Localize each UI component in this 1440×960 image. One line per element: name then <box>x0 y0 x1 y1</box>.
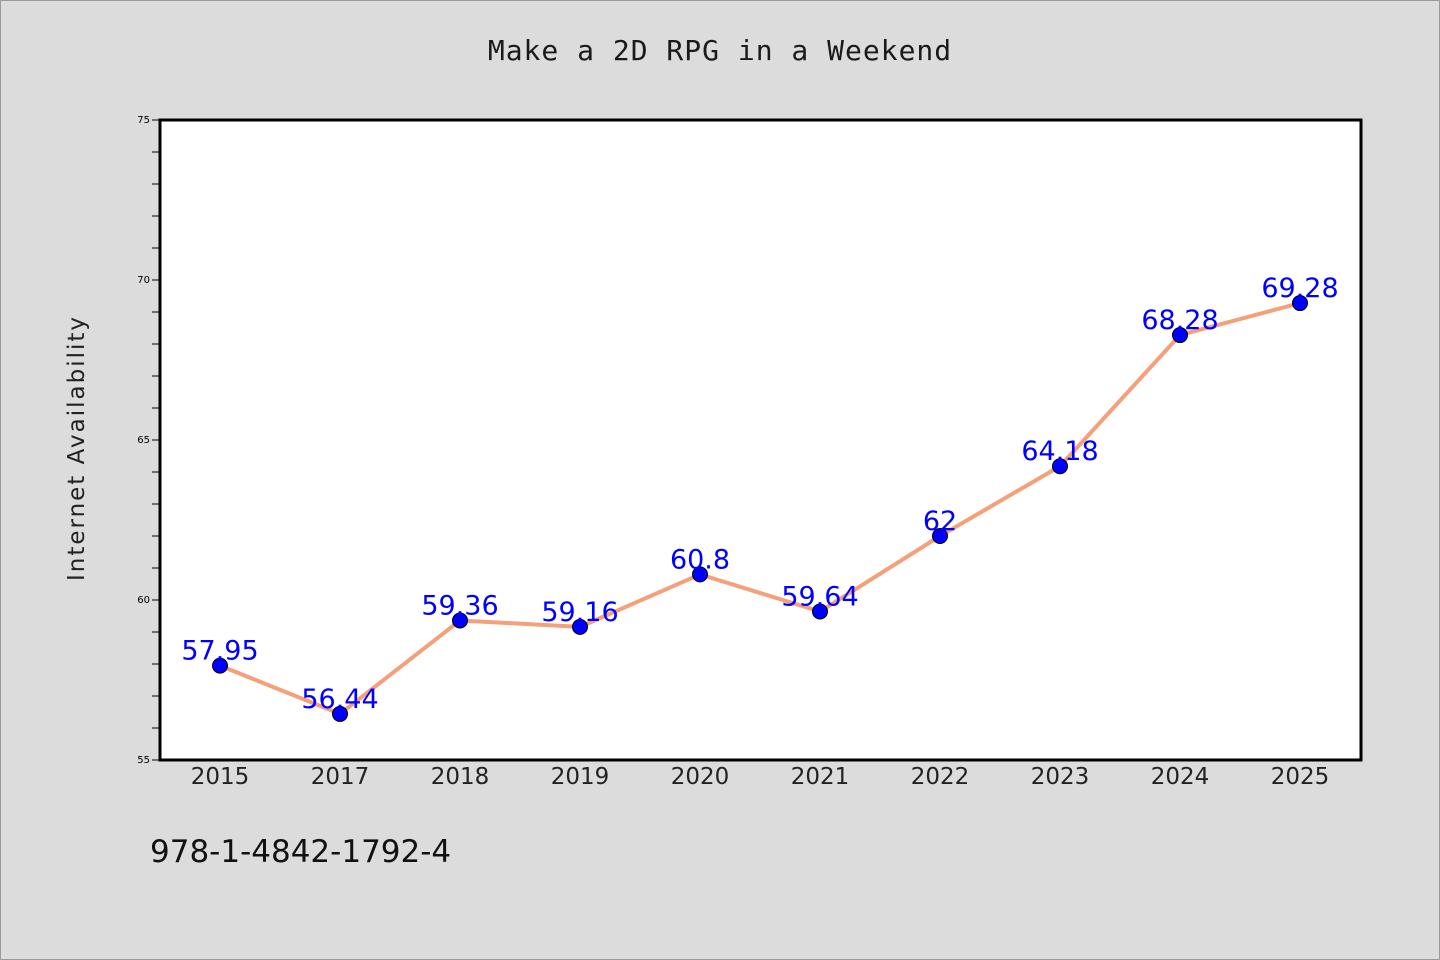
data-markers <box>212 295 1308 722</box>
y-tick-label: 65 <box>137 435 150 446</box>
data-label: 62 <box>923 506 957 537</box>
data-label: 59.64 <box>781 582 858 613</box>
data-label: 59.16 <box>541 597 618 628</box>
x-tick-label: 2023 <box>1031 764 1090 790</box>
data-label: 60.8 <box>670 544 730 575</box>
y-tick-label: 75 <box>137 115 150 126</box>
x-tick-labels: 2015 2017 2018 2019 2020 2021 2022 2023 2024 2025 <box>191 764 1330 790</box>
x-tick-label: 2020 <box>671 764 730 790</box>
chart-title: Make a 2D RPG in a Weekend <box>487 34 953 67</box>
plot-area <box>158 118 1363 762</box>
data-point <box>1292 295 1308 312</box>
isbn-text: 978-1-4842-1792-4 <box>150 834 452 870</box>
x-tick-label: 2017 <box>311 764 370 790</box>
x-tick-label: 2025 <box>1271 764 1330 790</box>
series-line <box>218 301 1302 716</box>
y-minor-ticks <box>152 119 160 761</box>
data-label: 57.95 <box>181 636 258 667</box>
data-label: 64.18 <box>1021 436 1098 467</box>
data-point <box>212 657 228 674</box>
data-label: 68.28 <box>1141 305 1218 336</box>
y-tick-label: 70 <box>137 275 150 286</box>
data-point <box>812 603 828 620</box>
data-point <box>932 528 948 544</box>
y-tick-label: 60 <box>137 595 150 606</box>
data-point <box>332 705 348 722</box>
data-labels: 57.95 56.44 59.36 59.16 60.8 59.64 62 64.18 68.2… <box>181 273 1338 715</box>
data-point <box>692 566 708 583</box>
data-label: 59.36 <box>421 590 498 621</box>
x-tick-label: 2021 <box>791 764 850 790</box>
x-tick-label: 2019 <box>551 764 610 790</box>
data-point <box>452 612 468 629</box>
data-point <box>1172 327 1188 344</box>
x-tick-label: 2018 <box>431 764 490 790</box>
y-tick-label: 55 <box>137 755 150 766</box>
x-tick-label: 2022 <box>911 764 970 790</box>
data-point <box>1052 458 1068 475</box>
y-tick-labels: 55 60 65 70 75 <box>137 115 150 766</box>
x-tick-label: 2015 <box>191 764 250 790</box>
data-point <box>572 618 588 635</box>
data-label: 56.44 <box>301 684 378 715</box>
x-tick-label: 2024 <box>1151 764 1210 790</box>
data-label: 69.28 <box>1261 273 1338 304</box>
